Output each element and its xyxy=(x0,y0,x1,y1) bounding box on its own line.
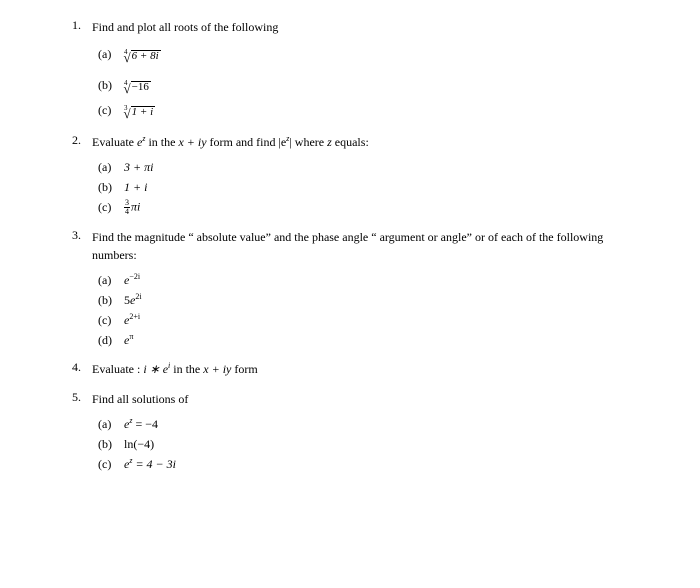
problem-1-stem: Find and plot all roots of the following xyxy=(92,18,650,36)
exponent: −2i xyxy=(129,272,140,281)
problem-5-subs: (a) ez = −4 (b) ln(−4) (c) ez = 4 − 3i xyxy=(98,416,650,472)
sub-label: (b) xyxy=(98,180,124,195)
problem-2: 2. Evaluate ez in the x + iy form and fi… xyxy=(72,133,650,216)
sub-label: (a) xyxy=(98,160,124,175)
problem-4: 4. Evaluate : i ∗ ei in the x + iy form xyxy=(72,360,650,378)
problem-5a: (a) ez = −4 xyxy=(98,416,650,432)
sub-label: (a) xyxy=(98,273,124,288)
sub-content: e2+i xyxy=(124,313,650,328)
stem-text: Evaluate xyxy=(92,135,137,149)
problem-1c: (c) 3 √ 1 + i xyxy=(98,100,650,121)
problem-2-subs: (a) 3 + πi (b) 1 + i (c) 3 4 πi xyxy=(98,159,650,216)
sub-label: (b) xyxy=(98,437,124,452)
sub-content: 3 √ 1 + i xyxy=(124,100,650,121)
root-expr: 4 √ 6 + 8i xyxy=(124,49,161,65)
stem-text: in the xyxy=(170,362,203,376)
problem-3: 3. Find the magnitude “ absolute value” … xyxy=(72,228,650,348)
problem-1: 1. Find and plot all roots of the follow… xyxy=(72,18,650,121)
problem-4-number: 4. xyxy=(72,360,92,375)
radical-icon: √ xyxy=(124,106,131,122)
problem-2a: (a) 3 + πi xyxy=(98,159,650,175)
sub-content: 3 4 πi xyxy=(124,199,650,216)
problem-1-number: 1. xyxy=(72,18,92,33)
problem-3b: (b) 5e2i xyxy=(98,292,650,308)
problem-3-subs: (a) e−2i (b) 5e2i (c) e2+i (d) eπ xyxy=(98,272,650,348)
problem-3a: (a) e−2i xyxy=(98,272,650,288)
radicand: 6 + 8i xyxy=(132,50,159,62)
problem-5b: (b) ln(−4) xyxy=(98,436,650,452)
rest: = 4 − 3i xyxy=(132,457,176,471)
math-xiy: x + iy xyxy=(178,135,206,149)
sub-content: 3 + πi xyxy=(124,160,650,175)
problem-5-number: 5. xyxy=(72,390,92,405)
problem-2b: (b) 1 + i xyxy=(98,179,650,195)
root-expr: 4 √ −16 xyxy=(124,80,151,96)
fraction: 3 4 xyxy=(124,199,130,216)
problem-3-stem: Find the magnitude “ absolute value” and… xyxy=(92,228,650,264)
exponent: 2i xyxy=(135,292,141,301)
problem-5: 5. Find all solutions of (a) ez = −4 (b)… xyxy=(72,390,650,472)
rest: = −4 xyxy=(132,417,158,431)
problem-2-number: 2. xyxy=(72,133,92,148)
problem-1a: (a) 4 √ 6 + 8i xyxy=(98,44,650,65)
sub-content: 5e2i xyxy=(124,293,650,308)
sub-content: 4 √ −16 xyxy=(124,75,650,96)
problem-3d: (d) eπ xyxy=(98,332,650,348)
sub-label: (c) xyxy=(98,457,124,472)
problem-5-header: 5. Find all solutions of xyxy=(72,390,650,408)
stem-text: equals: xyxy=(332,135,369,149)
frac-den: 4 xyxy=(124,207,130,216)
sub-label: (d) xyxy=(98,333,124,348)
math-xiy: x + iy xyxy=(203,362,231,376)
radicand: −16 xyxy=(131,81,151,93)
stem-text: Evaluate : xyxy=(92,362,143,376)
frac-num: 3 xyxy=(124,199,130,207)
exponent: π xyxy=(129,332,133,341)
sub-content: e−2i xyxy=(124,273,650,288)
sub-content: 4 √ 6 + 8i xyxy=(124,44,650,65)
problem-2-header: 2. Evaluate ez in the x + iy form and fi… xyxy=(72,133,650,151)
problem-4-header: 4. Evaluate : i ∗ ei in the x + iy form xyxy=(72,360,650,378)
sub-content: ln(−4) xyxy=(124,437,650,452)
stem-text: form xyxy=(231,362,257,376)
sub-content: ez = −4 xyxy=(124,417,650,432)
problem-1-header: 1. Find and plot all roots of the follow… xyxy=(72,18,650,36)
sub-label: (b) xyxy=(98,293,124,308)
sub-content: 1 + i xyxy=(124,180,650,195)
radical-icon: √ xyxy=(124,50,131,66)
sub-content: ez = 4 − 3i xyxy=(124,457,650,472)
sub-content: eπ xyxy=(124,333,650,348)
stem-text: form and find xyxy=(207,135,279,149)
radical-icon: √ xyxy=(124,81,131,97)
problem-3-number: 3. xyxy=(72,228,92,243)
sub-label: (c) xyxy=(98,200,124,215)
expr: 1 + i xyxy=(124,180,147,194)
sub-label: (a) xyxy=(98,47,124,62)
sub-label: (b) xyxy=(98,78,124,93)
problem-4-stem: Evaluate : i ∗ ei in the x + iy form xyxy=(92,360,650,378)
stem-text: where xyxy=(292,135,327,149)
problem-5-stem: Find all solutions of xyxy=(92,390,650,408)
math-expr: i ∗ e xyxy=(143,362,168,376)
radicand: 1 + i xyxy=(132,106,153,118)
sub-label: (c) xyxy=(98,103,124,118)
problem-2c: (c) 3 4 πi xyxy=(98,199,650,216)
sub-label: (a) xyxy=(98,417,124,432)
problem-1-subs: (a) 4 √ 6 + 8i (b) 4 √ −16 (c) xyxy=(98,44,650,121)
expr: ln(−4) xyxy=(124,437,154,451)
stem-text: in the xyxy=(145,135,178,149)
problem-1b: (b) 4 √ −16 xyxy=(98,75,650,96)
problem-3-header: 3. Find the magnitude “ absolute value” … xyxy=(72,228,650,264)
problem-3c: (c) e2+i xyxy=(98,312,650,328)
problem-2-stem: Evaluate ez in the x + iy form and find … xyxy=(92,133,650,151)
problem-5c: (c) ez = 4 − 3i xyxy=(98,456,650,472)
root-expr: 3 √ 1 + i xyxy=(124,105,155,121)
expr-rest: πi xyxy=(131,199,140,213)
exponent: 2+i xyxy=(129,312,140,321)
expr: 3 + πi xyxy=(124,160,153,174)
sub-label: (c) xyxy=(98,313,124,328)
